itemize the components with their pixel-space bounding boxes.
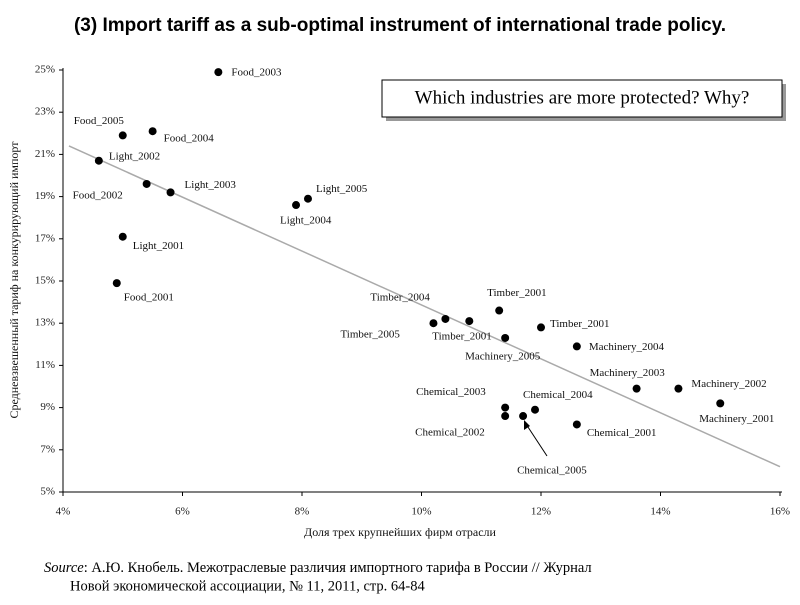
point: [429, 319, 438, 328]
callout-box: [381, 79, 783, 118]
point-label: Chemical_2004: [523, 389, 593, 401]
point-label: Chemical_2005: [517, 465, 587, 477]
point-label: Timber_2005: [340, 329, 400, 341]
point: [292, 201, 301, 210]
point-label: Timber_2001: [550, 318, 610, 330]
point-label: Food_2001: [124, 292, 174, 304]
trend-line: [68, 145, 781, 468]
point-label: Food_2005: [74, 115, 125, 127]
point: [495, 306, 504, 315]
y-tick-label: 9%: [40, 401, 55, 413]
point: [148, 127, 157, 136]
point: [112, 279, 121, 288]
point: [501, 403, 510, 412]
y-tick-label: 21%: [35, 148, 55, 160]
point-label: Machinery_2001: [699, 413, 774, 425]
point: [118, 232, 127, 241]
point: [166, 188, 175, 197]
arrow-head: [524, 420, 530, 430]
point: [519, 412, 528, 421]
point-label: Machinery_2005: [465, 351, 541, 363]
x-tick-label: 16%: [770, 506, 790, 518]
point-label: Timber_2004: [370, 292, 430, 304]
point: [572, 342, 581, 351]
point-label: Chemical_2003: [416, 386, 486, 398]
point-label: Light_2005: [316, 183, 368, 195]
arrow-line: [525, 423, 548, 457]
x-tick-label: 8%: [295, 506, 310, 518]
point-label: Machinery_2002: [691, 378, 766, 390]
point: [716, 399, 725, 408]
point: [118, 131, 127, 140]
point-label: Machinery_2003: [590, 367, 666, 379]
y-tick-label: 13%: [35, 317, 55, 329]
x-tick-label: 14%: [650, 506, 670, 518]
source-line-2: Новой экономической ассоциации, № 11, 20…: [70, 578, 425, 594]
source-text: : А.Ю. Кнобель. Межотраслевые различия и…: [84, 560, 592, 576]
x-axis-label: Доля трех крупнейших фирм отрасли: [304, 525, 497, 539]
y-tick-label: 17%: [35, 232, 55, 244]
y-axis-label: Средневзвешенный тариф на конкурирующий …: [7, 141, 21, 419]
y-tick-label: 5%: [40, 486, 55, 498]
point: [572, 420, 581, 429]
y-tick-label: 11%: [35, 359, 55, 371]
point-label: Light_2004: [280, 215, 332, 227]
point: [214, 68, 223, 77]
point-label: Food_2002: [73, 189, 123, 201]
x-tick-label: 4%: [56, 506, 71, 518]
point-label: Chemical_2002: [415, 427, 485, 439]
point-label: Chemical_2001: [587, 427, 657, 439]
point: [303, 194, 312, 203]
point: [94, 156, 103, 165]
point: [465, 317, 474, 326]
source-label: Source: [44, 560, 84, 576]
point-label: Light_2002: [109, 150, 160, 162]
slide-title: (3) Import tariff as a sub-optimal instr…: [74, 15, 726, 36]
point: [632, 384, 641, 393]
y-tick-label: 7%: [40, 443, 55, 455]
y-tick-label: 23%: [35, 106, 55, 118]
point-label: Food_2004: [164, 133, 215, 145]
x-tick-label: 10%: [411, 506, 431, 518]
source-line: Source: А.Ю. Кнобель. Межотраслевые разл…: [44, 560, 592, 576]
point: [501, 333, 510, 342]
x-tick-label: 6%: [175, 506, 190, 518]
point-label: Food_2003: [231, 67, 282, 79]
point-label: Light_2001: [133, 240, 184, 252]
y-tick-label: 15%: [35, 275, 55, 287]
point-label: Machinery_2004: [589, 341, 665, 353]
y-tick-label: 19%: [35, 190, 55, 202]
point: [674, 384, 683, 393]
x-tick-label: 12%: [531, 506, 551, 518]
point-label: Timber_2001: [432, 331, 492, 343]
point: [441, 314, 450, 323]
point: [537, 323, 545, 332]
callout-text: Which industries are more protected? Why…: [415, 87, 750, 108]
point: [142, 179, 151, 188]
point-label: Light_2003: [185, 179, 237, 191]
point: [501, 412, 510, 421]
point-label: Timber_2001: [487, 287, 547, 299]
point: [531, 405, 540, 414]
y-tick-label: 25%: [35, 64, 55, 76]
